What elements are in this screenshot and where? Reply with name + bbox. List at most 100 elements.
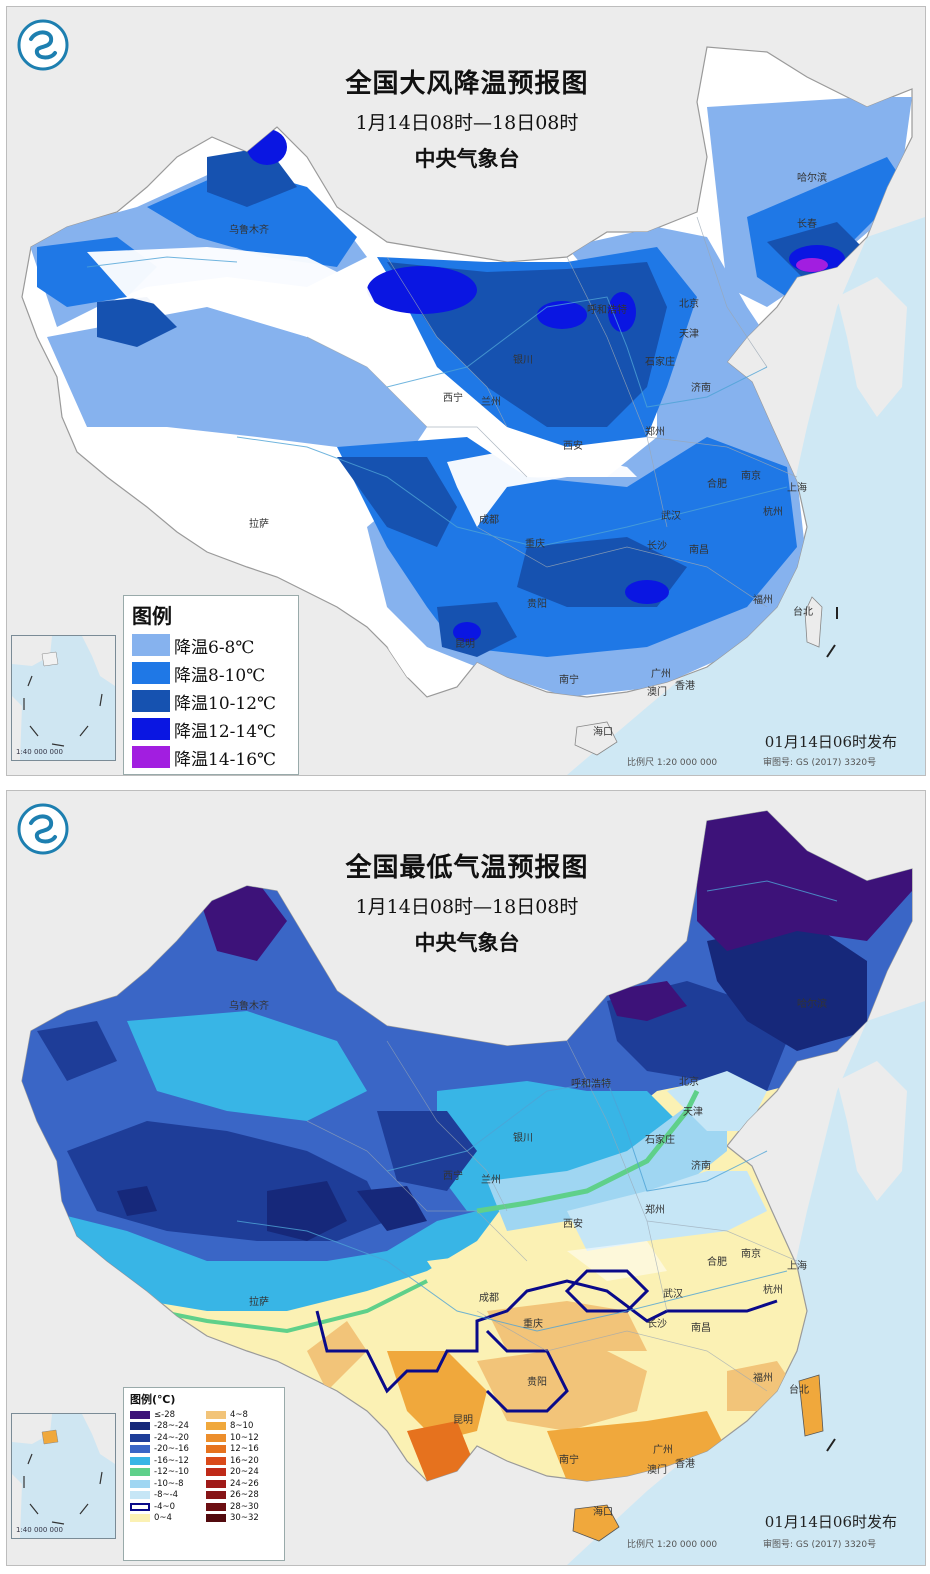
legend-item: -24~-20 (130, 1432, 206, 1444)
city-label: 海口 (593, 727, 613, 738)
city-label: 海口 (593, 1507, 613, 1518)
legend-item: 0~4 (130, 1513, 206, 1525)
cma-logo-icon (17, 803, 69, 855)
legend-swatch (132, 690, 170, 712)
legend-label: 4~8 (230, 1409, 248, 1420)
hainan-island (574, 721, 618, 756)
city-label: 长春 (797, 219, 817, 230)
legend-swatch (206, 1445, 226, 1454)
legend-item: 20~24 (206, 1467, 282, 1479)
legend-label: -8~-4 (154, 1490, 179, 1501)
legend-swatch (130, 1479, 150, 1488)
legend-swatch (206, 1468, 226, 1477)
city-label: 杭州 (763, 1285, 783, 1296)
legend-label: 10~12 (230, 1432, 259, 1443)
legend-item: -12~-10 (130, 1467, 206, 1479)
legend-item: 降温6-8℃ (124, 631, 298, 659)
city-label: 南昌 (691, 1323, 711, 1334)
city-label: 拉萨 (249, 1297, 269, 1308)
legend-label: 28~30 (230, 1501, 259, 1512)
city-label: 西宁 (443, 1171, 463, 1182)
legend-swatch (130, 1433, 150, 1442)
legend-swatch (130, 1502, 150, 1511)
legend-label: -12~-10 (154, 1467, 189, 1478)
city-label: 福州 (753, 595, 773, 606)
city-label: 香港 (675, 681, 695, 692)
city-label: 武汉 (663, 1289, 683, 1300)
city-label: 重庆 (523, 1319, 543, 1330)
legend-swatch (130, 1456, 150, 1465)
legend-label: 降温14-16℃ (174, 749, 277, 770)
legend-item: 24~26 (206, 1478, 282, 1490)
hainan-island (572, 1504, 620, 1542)
temperature-legend: 图例(℃) ≤-28 -28~-24 -24~-20 -20~-16 -16~-… (123, 1387, 285, 1561)
city-label: 南宁 (559, 1455, 579, 1466)
city-label: 香港 (675, 1459, 695, 1470)
legend-swatch (206, 1422, 226, 1431)
map-approval-number: 审图号: GS (2017) 3320号 (763, 1540, 877, 1550)
city-label: 重庆 (525, 539, 545, 550)
legend-swatch (132, 662, 170, 684)
issue-time: 01月14日06时发布 (764, 733, 897, 751)
legend-label: 降温8-10℃ (174, 665, 266, 686)
forecast-period: 1月14日08时—18日08时 (355, 112, 579, 134)
city-label: 昆明 (453, 1415, 473, 1426)
legend-swatch (206, 1433, 226, 1442)
city-label: 广州 (651, 669, 671, 680)
legend-label: -16~-12 (154, 1455, 189, 1466)
city-label: 上海 (787, 483, 807, 494)
city-label: 长沙 (647, 1319, 667, 1330)
city-label: 石家庄 (645, 357, 675, 368)
south-china-sea-inset: 1:40 000 000 (11, 1413, 116, 1539)
city-label: 昆明 (455, 639, 475, 650)
inset-scale: 1:40 000 000 (16, 748, 63, 756)
city-label: 济南 (691, 383, 711, 394)
legend-item: 16~20 (206, 1455, 282, 1467)
issue-time: 01月14日06时发布 (764, 1513, 897, 1531)
inset-map (12, 1414, 115, 1538)
legend-item: -20~-16 (130, 1444, 206, 1456)
city-label: 澳门 (647, 687, 667, 698)
city-label: 西安 (563, 441, 583, 452)
legend-label: 12~16 (230, 1444, 259, 1455)
legend-swatch (206, 1479, 226, 1488)
city-label: 贵阳 (527, 599, 547, 610)
legend-item: -10~-8 (130, 1478, 206, 1490)
map-title: 全国最低气温预报图 (345, 853, 589, 883)
city-label: 合肥 (707, 1257, 727, 1268)
legend-item: 4~8 (206, 1409, 282, 1421)
taiwan-island (798, 1374, 824, 1437)
city-label: 南昌 (689, 545, 709, 556)
legend-swatch (130, 1410, 150, 1419)
city-label: 石家庄 (645, 1135, 675, 1146)
legend-label: 16~20 (230, 1455, 259, 1466)
city-label: 杭州 (763, 507, 783, 518)
legend-label: -28~-24 (154, 1421, 189, 1432)
city-label: 天津 (683, 1107, 703, 1118)
legend-swatch (206, 1456, 226, 1465)
city-label: 南京 (741, 471, 761, 482)
wind-title-block: 全国大风降温预报图 1月14日08时—18日08时 中央气象台 (257, 63, 677, 173)
cma-logo-icon (17, 19, 69, 71)
city-label: 西宁 (443, 393, 463, 404)
city-label: 拉萨 (249, 519, 269, 530)
legend-item: 8~10 (206, 1421, 282, 1433)
city-label: 郑州 (645, 1205, 665, 1216)
legend-item: 降温14-16℃ (124, 743, 298, 771)
legend-item: 10~12 (206, 1432, 282, 1444)
city-label: 合肥 (707, 479, 727, 490)
city-label: 哈尔滨 (797, 173, 827, 184)
legend-item: -28~-24 (130, 1421, 206, 1433)
legend-item: 降温8-10℃ (124, 659, 298, 687)
legend-item: ≤-28 (130, 1409, 206, 1421)
city-label: 银川 (513, 1133, 533, 1144)
map-approval-number: 审图号: GS (2017) 3320号 (763, 758, 877, 768)
legend-item: 26~28 (206, 1490, 282, 1502)
legend-swatch (130, 1491, 150, 1500)
legend-item: 降温10-12℃ (124, 687, 298, 715)
legend-swatch (132, 746, 170, 768)
legend-label: 30~32 (230, 1513, 259, 1524)
legend-item: -4~0 (130, 1501, 206, 1513)
city-label: 乌鲁木齐 (229, 225, 269, 236)
inset-map (12, 636, 115, 760)
